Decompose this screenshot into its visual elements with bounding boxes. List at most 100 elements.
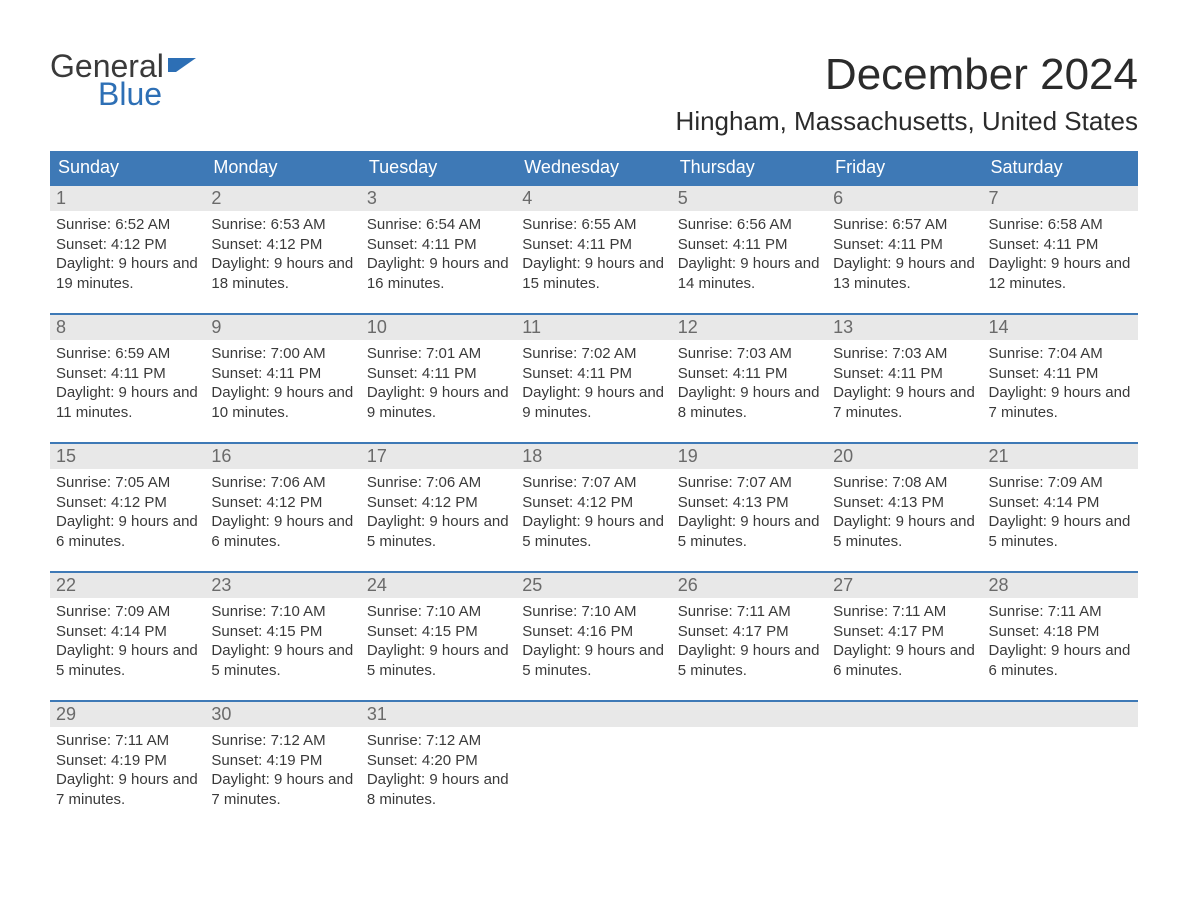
sunset-text: Sunset: 4:19 PM [211,751,354,771]
daylight-text: Daylight: 9 hours and 5 minutes. [678,641,821,680]
day-details: Sunrise: 7:05 AMSunset: 4:12 PMDaylight:… [50,469,205,553]
daylight-text: Daylight: 9 hours and 5 minutes. [678,512,821,551]
day-cell: 7Sunrise: 6:58 AMSunset: 4:11 PMDaylight… [983,186,1138,295]
day-details: Sunrise: 7:03 AMSunset: 4:11 PMDaylight:… [827,340,982,424]
day-details: Sunrise: 7:02 AMSunset: 4:11 PMDaylight:… [516,340,671,424]
weekday-header: Thursday [672,151,827,184]
day-cell: 17Sunrise: 7:06 AMSunset: 4:12 PMDayligh… [361,444,516,553]
daylight-text: Daylight: 9 hours and 16 minutes. [367,254,510,293]
sunset-text: Sunset: 4:15 PM [367,622,510,642]
day-cell: 14Sunrise: 7:04 AMSunset: 4:11 PMDayligh… [983,315,1138,424]
day-details: Sunrise: 7:07 AMSunset: 4:12 PMDaylight:… [516,469,671,553]
sunrise-text: Sunrise: 6:59 AM [56,344,199,364]
sunset-text: Sunset: 4:17 PM [678,622,821,642]
day-details: Sunrise: 7:09 AMSunset: 4:14 PMDaylight:… [983,469,1138,553]
day-cell: 26Sunrise: 7:11 AMSunset: 4:17 PMDayligh… [672,573,827,682]
day-cell: 9Sunrise: 7:00 AMSunset: 4:11 PMDaylight… [205,315,360,424]
day-number: 28 [983,573,1138,598]
weekday-header: Friday [827,151,982,184]
sunset-text: Sunset: 4:12 PM [211,493,354,513]
day-details: Sunrise: 7:10 AMSunset: 4:15 PMDaylight:… [361,598,516,682]
daylight-text: Daylight: 9 hours and 7 minutes. [833,383,976,422]
weekday-header-row: SundayMondayTuesdayWednesdayThursdayFrid… [50,151,1138,184]
day-details: Sunrise: 7:10 AMSunset: 4:16 PMDaylight:… [516,598,671,682]
weekday-header: Saturday [983,151,1138,184]
day-number: 20 [827,444,982,469]
day-cell: 20Sunrise: 7:08 AMSunset: 4:13 PMDayligh… [827,444,982,553]
daylight-text: Daylight: 9 hours and 5 minutes. [367,641,510,680]
sunrise-text: Sunrise: 7:09 AM [989,473,1132,493]
day-cell: 27Sunrise: 7:11 AMSunset: 4:17 PMDayligh… [827,573,982,682]
day-number: 16 [205,444,360,469]
week-row: 8Sunrise: 6:59 AMSunset: 4:11 PMDaylight… [50,313,1138,424]
day-number: 22 [50,573,205,598]
sunrise-text: Sunrise: 7:10 AM [522,602,665,622]
day-cell: 15Sunrise: 7:05 AMSunset: 4:12 PMDayligh… [50,444,205,553]
day-number: 8 [50,315,205,340]
sunrise-text: Sunrise: 6:57 AM [833,215,976,235]
sunset-text: Sunset: 4:11 PM [56,364,199,384]
day-details: Sunrise: 7:11 AMSunset: 4:17 PMDaylight:… [827,598,982,682]
daylight-text: Daylight: 9 hours and 9 minutes. [367,383,510,422]
day-number: 15 [50,444,205,469]
day-number: . [672,702,827,727]
weekday-header: Tuesday [361,151,516,184]
day-number: 11 [516,315,671,340]
day-number: 27 [827,573,982,598]
day-details: Sunrise: 7:10 AMSunset: 4:15 PMDaylight:… [205,598,360,682]
daylight-text: Daylight: 9 hours and 7 minutes. [989,383,1132,422]
sunrise-text: Sunrise: 7:12 AM [367,731,510,751]
day-cell: 1Sunrise: 6:52 AMSunset: 4:12 PMDaylight… [50,186,205,295]
sunset-text: Sunset: 4:11 PM [989,364,1132,384]
day-cell: 11Sunrise: 7:02 AMSunset: 4:11 PMDayligh… [516,315,671,424]
day-details: Sunrise: 7:11 AMSunset: 4:18 PMDaylight:… [983,598,1138,682]
sunrise-text: Sunrise: 6:52 AM [56,215,199,235]
day-details: Sunrise: 7:01 AMSunset: 4:11 PMDaylight:… [361,340,516,424]
sunset-text: Sunset: 4:13 PM [678,493,821,513]
day-details: Sunrise: 6:52 AMSunset: 4:12 PMDaylight:… [50,211,205,295]
sunrise-text: Sunrise: 6:53 AM [211,215,354,235]
daylight-text: Daylight: 9 hours and 5 minutes. [56,641,199,680]
location: Hingham, Massachusetts, United States [676,106,1138,137]
daylight-text: Daylight: 9 hours and 5 minutes. [522,512,665,551]
day-cell: 22Sunrise: 7:09 AMSunset: 4:14 PMDayligh… [50,573,205,682]
sunrise-text: Sunrise: 7:11 AM [56,731,199,751]
sunrise-text: Sunrise: 7:09 AM [56,602,199,622]
daylight-text: Daylight: 9 hours and 6 minutes. [989,641,1132,680]
day-details: Sunrise: 6:54 AMSunset: 4:11 PMDaylight:… [361,211,516,295]
daylight-text: Daylight: 9 hours and 6 minutes. [833,641,976,680]
day-cell: 19Sunrise: 7:07 AMSunset: 4:13 PMDayligh… [672,444,827,553]
day-number: 24 [361,573,516,598]
sunrise-text: Sunrise: 7:00 AM [211,344,354,364]
sunrise-text: Sunrise: 6:54 AM [367,215,510,235]
day-number: 21 [983,444,1138,469]
weekday-header: Monday [205,151,360,184]
day-details: Sunrise: 7:04 AMSunset: 4:11 PMDaylight:… [983,340,1138,424]
day-number: 18 [516,444,671,469]
day-details: Sunrise: 6:58 AMSunset: 4:11 PMDaylight:… [983,211,1138,295]
sunset-text: Sunset: 4:11 PM [678,235,821,255]
week-row: 22Sunrise: 7:09 AMSunset: 4:14 PMDayligh… [50,571,1138,682]
daylight-text: Daylight: 9 hours and 13 minutes. [833,254,976,293]
day-number: . [983,702,1138,727]
sunset-text: Sunset: 4:19 PM [56,751,199,771]
week-row: 29Sunrise: 7:11 AMSunset: 4:19 PMDayligh… [50,700,1138,811]
day-number: . [516,702,671,727]
sunrise-text: Sunrise: 7:02 AM [522,344,665,364]
day-cell: 6Sunrise: 6:57 AMSunset: 4:11 PMDaylight… [827,186,982,295]
sunrise-text: Sunrise: 7:11 AM [989,602,1132,622]
day-number: 2 [205,186,360,211]
sunrise-text: Sunrise: 7:07 AM [678,473,821,493]
daylight-text: Daylight: 9 hours and 5 minutes. [989,512,1132,551]
sunset-text: Sunset: 4:12 PM [56,493,199,513]
day-number: 5 [672,186,827,211]
sunrise-text: Sunrise: 7:01 AM [367,344,510,364]
day-cell: 25Sunrise: 7:10 AMSunset: 4:16 PMDayligh… [516,573,671,682]
day-number: 6 [827,186,982,211]
day-cell: 12Sunrise: 7:03 AMSunset: 4:11 PMDayligh… [672,315,827,424]
day-details: Sunrise: 7:12 AMSunset: 4:19 PMDaylight:… [205,727,360,811]
sunset-text: Sunset: 4:17 PM [833,622,976,642]
day-number: 26 [672,573,827,598]
day-number: 30 [205,702,360,727]
logo-text-blue: Blue [50,78,198,110]
